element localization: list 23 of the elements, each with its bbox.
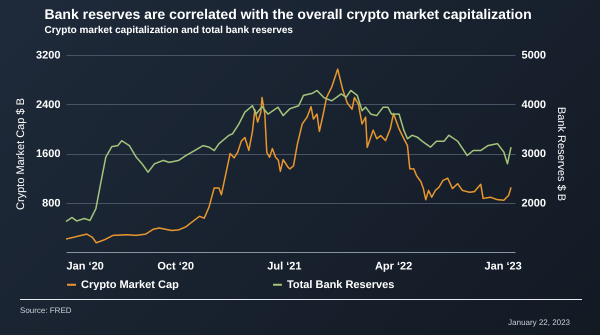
legend-label: Crypto Market Cap bbox=[81, 278, 180, 291]
y2-axis-title: Bank Reserves $ B bbox=[554, 106, 567, 202]
chart-title: Bank reserves are correlated with the overall crypto market capitalization bbox=[44, 6, 532, 22]
source-note: Source: FRED bbox=[20, 306, 72, 315]
y-tick-label: 800 bbox=[42, 197, 60, 210]
y2-tick-label: 5000 bbox=[522, 50, 546, 62]
y2-tick-label: 2000 bbox=[522, 197, 546, 210]
x-tick-label: Jan ‘23 bbox=[484, 260, 522, 272]
legend-label: Total Bank Reserves bbox=[287, 278, 394, 291]
y-tick-label: 1600 bbox=[36, 148, 60, 160]
x-tick-label: Apr ‘22 bbox=[374, 260, 412, 272]
y-tick-label: 3200 bbox=[36, 50, 60, 62]
chart-subtitle: Crypto market capitalization and total bank reserves bbox=[44, 25, 294, 36]
y-axis-title: Crypto Market Cap $ B bbox=[15, 98, 28, 210]
line-series bbox=[65, 68, 512, 244]
x-tick-label: Jan ‘20 bbox=[66, 260, 104, 272]
x-tick-label: Jul ‘21 bbox=[267, 260, 302, 272]
x-tick-label: Oct ‘20 bbox=[157, 260, 194, 272]
y2-tick-label: 3000 bbox=[522, 148, 546, 160]
text: January 22, 2023 bbox=[508, 318, 570, 327]
line-series bbox=[65, 90, 512, 222]
y2-tick-label: 4000 bbox=[522, 98, 546, 111]
y-tick-label: 2400 bbox=[36, 98, 60, 111]
